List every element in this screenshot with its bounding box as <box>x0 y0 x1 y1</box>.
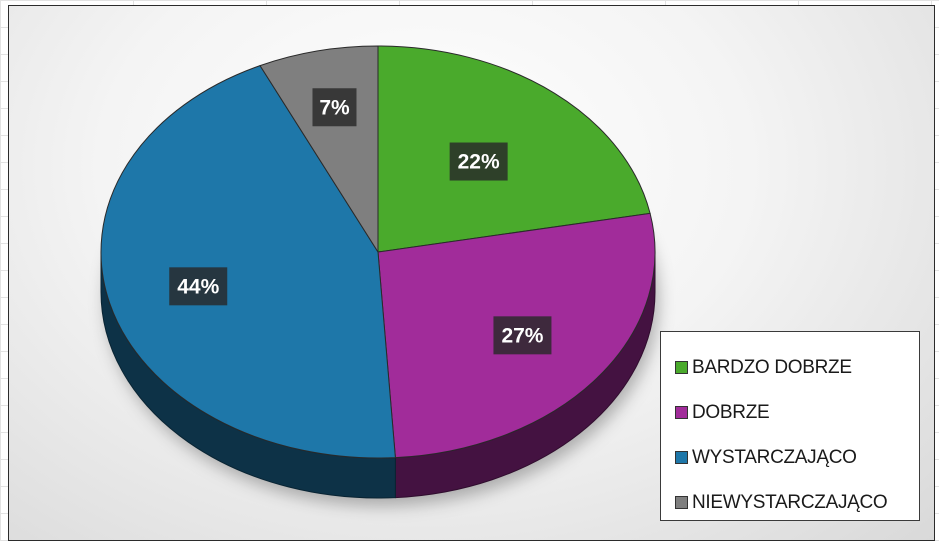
chart-legend[interactable]: BARDZO DOBRZE DOBRZE WYSTARCZAJĄCO NIEWY… <box>660 331 920 521</box>
legend-swatch-dobrze <box>675 406 688 419</box>
data-label-box-niewystarczajaco <box>312 88 357 127</box>
pie-slice-bardzo-dobrze[interactable] <box>377 45 651 253</box>
legend-item-dobrze: DOBRZE <box>675 390 919 435</box>
pie-chart: 22% 27% 44% 7% <box>100 45 659 506</box>
legend-swatch-niewystarczajaco <box>675 496 688 509</box>
chart-area[interactable]: 22% 27% 44% 7% BARDZO DOBRZE DOBRZE WYSTARC… <box>8 5 935 541</box>
legend-item-bardzo-dobrze: BARDZO DOBRZE <box>675 345 919 390</box>
legend-swatch-bardzo-dobrze <box>675 361 688 374</box>
data-label-niewystarczajaco: 7% <box>319 96 350 119</box>
legend-item-wystarczajaco: WYSTARCZAJĄCO <box>675 435 919 480</box>
data-label-box-bardzo-dobrze <box>449 142 508 181</box>
data-label-wystarczajaco: 44% <box>177 275 219 298</box>
legend-label-wystarczajaco: WYSTARCZAJĄCO <box>692 446 857 468</box>
legend-label-niewystarczajaco: NIEWYSTARCZAJĄCO <box>692 491 888 513</box>
legend-label-dobrze: DOBRZE <box>692 401 770 423</box>
data-label-dobrze: 27% <box>501 324 543 347</box>
legend-swatch-wystarczajaco <box>675 451 688 464</box>
data-label-box-wystarczajaco <box>169 267 228 306</box>
legend-label-bardzo-dobrze: BARDZO DOBRZE <box>692 356 852 378</box>
data-label-box-dobrze <box>493 316 552 355</box>
data-label-bardzo-dobrze: 22% <box>458 151 500 174</box>
legend-item-niewystarczajaco: NIEWYSTARCZAJĄCO <box>675 480 919 525</box>
